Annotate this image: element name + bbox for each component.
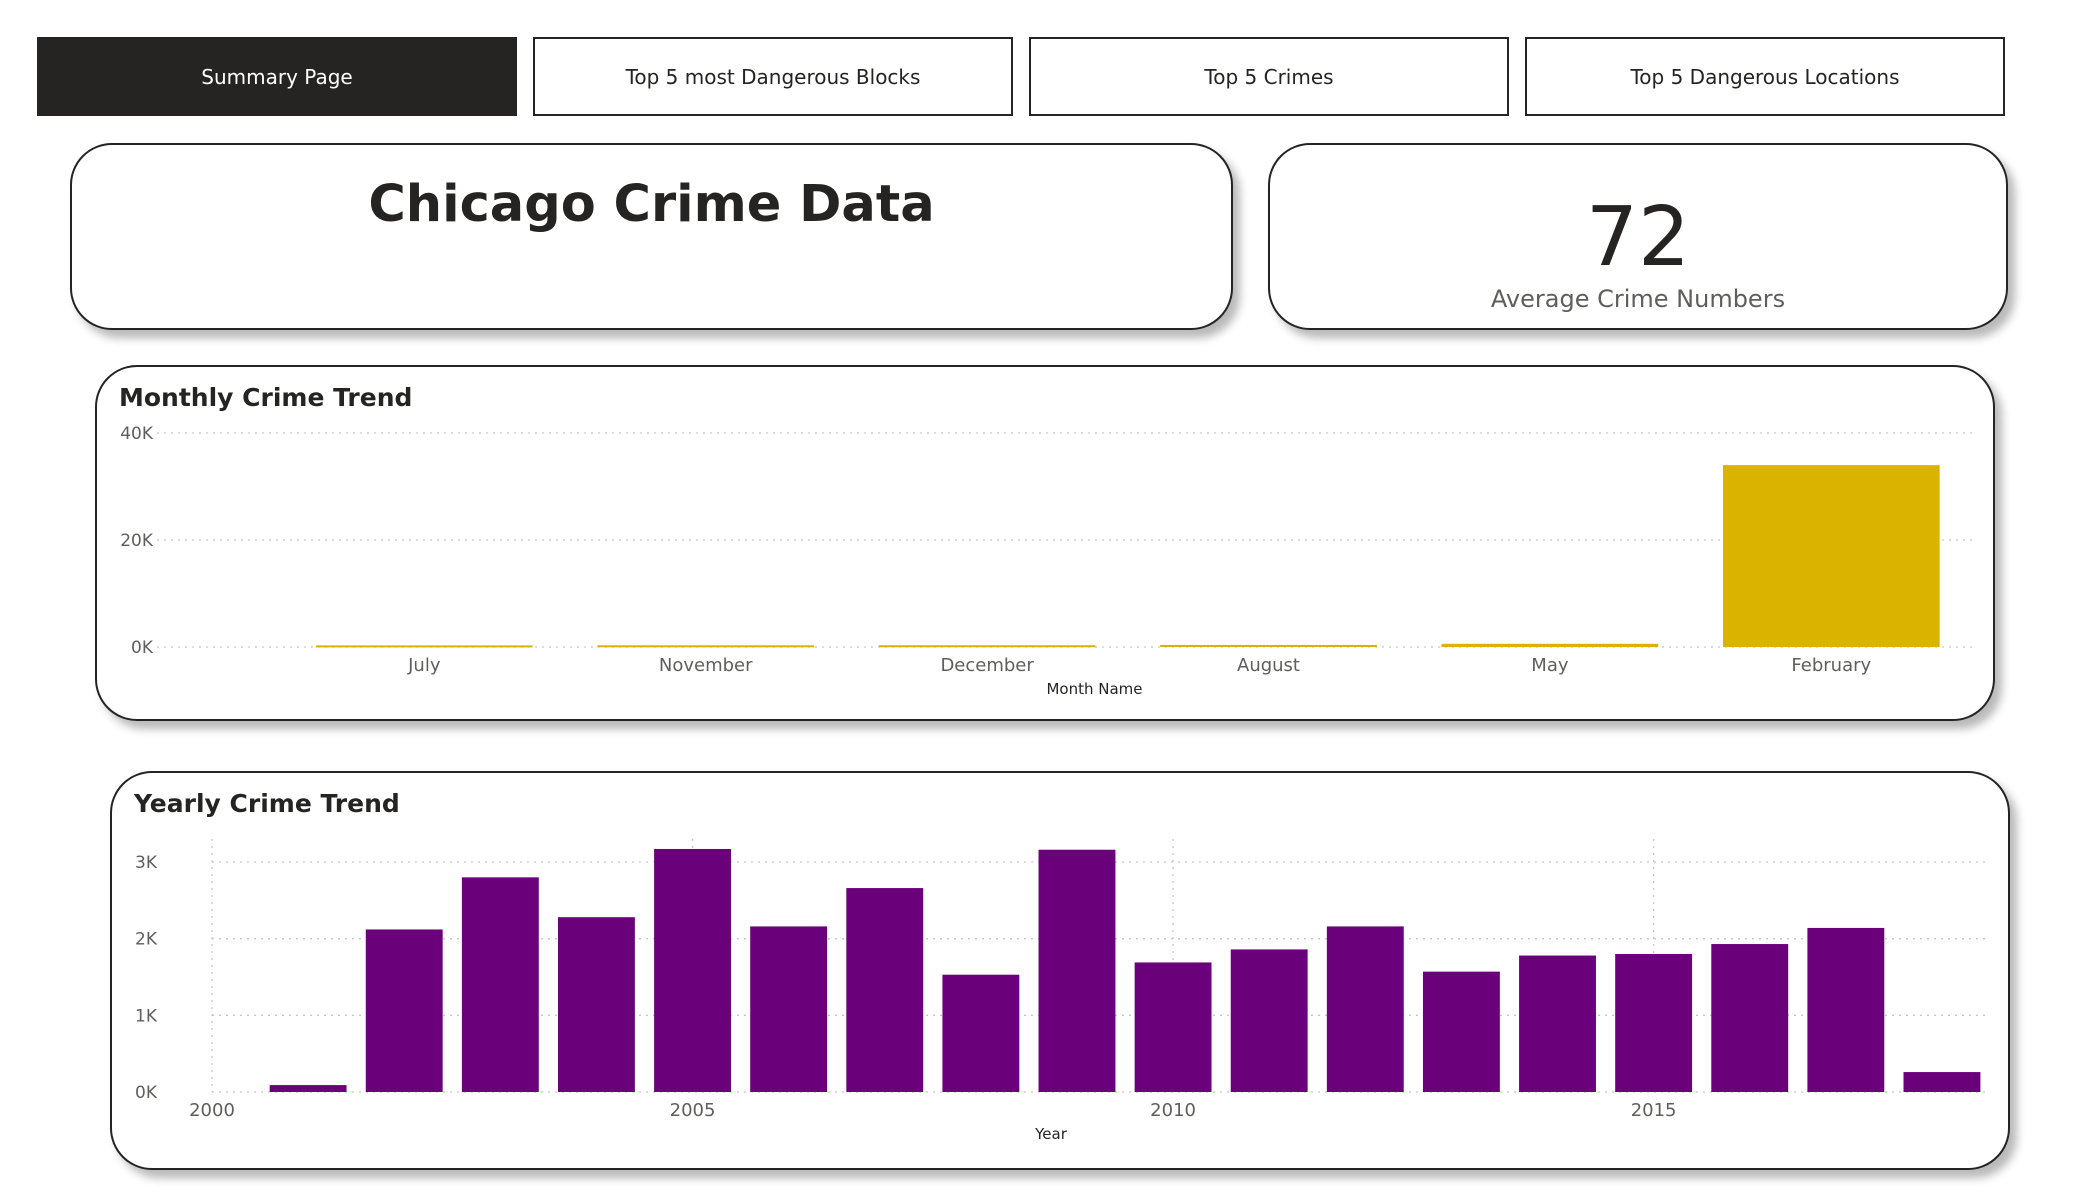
monthly-chart-title: Monthly Crime Trend xyxy=(119,383,413,412)
x-axis-title: Month Name xyxy=(1046,680,1142,698)
x-tick-label: August xyxy=(1237,655,1300,676)
x-tick-label: July xyxy=(407,655,441,676)
y-tick-label: 20K xyxy=(120,531,154,551)
y-tick-label: 2K xyxy=(135,930,158,950)
bar xyxy=(846,888,924,1092)
y-tick-label: 40K xyxy=(120,424,154,444)
bar xyxy=(461,877,539,1092)
y-tick-label: 1K xyxy=(135,1006,158,1026)
bar xyxy=(557,917,635,1092)
bar xyxy=(1326,926,1404,1092)
bar xyxy=(942,974,1020,1092)
yearly-crime-chart: 0K 1K 2K 3K 2000 2005 2010 2015 Year xyxy=(135,839,1990,1143)
bar xyxy=(269,1085,347,1092)
bar xyxy=(1519,955,1596,1092)
x-tick-label: December xyxy=(940,655,1034,676)
title-card: Chicago Crime Data xyxy=(70,143,1233,330)
bar xyxy=(1903,1072,1981,1092)
y-tick-label: 0K xyxy=(135,1083,158,1103)
yearly-chart-card: Yearly Crime Trend 0K 1K 2K 3K 2000 2005 2010 2… xyxy=(110,771,2010,1170)
x-tick-label: May xyxy=(1531,655,1569,676)
bar xyxy=(1711,944,1789,1092)
bar xyxy=(1422,971,1500,1092)
tab-top-5-crimes[interactable]: Top 5 Crimes xyxy=(1029,37,1509,116)
monthly-crime-chart: 0K 20K 40K July November December August May Feb… xyxy=(120,424,1972,698)
bar xyxy=(365,929,443,1092)
x-tick-label: February xyxy=(1791,655,1871,676)
kpi-card: 72 Average Crime Numbers xyxy=(1268,143,2008,330)
tab-top-5-dangerous-locations[interactable]: Top 5 Dangerous Locations xyxy=(1525,37,2005,116)
x-tick-label: 2005 xyxy=(670,1100,716,1121)
x-tick-label: 2015 xyxy=(1631,1100,1677,1121)
x-tick-label: November xyxy=(659,655,753,676)
monthly-chart-card: Monthly Crime Trend 0K 20K 40K July November… xyxy=(95,365,1995,721)
kpi-value: 72 xyxy=(1585,190,1691,285)
bar xyxy=(597,645,815,648)
bar xyxy=(1230,949,1308,1092)
bar xyxy=(1441,643,1659,647)
y-tick-label: 0K xyxy=(131,638,154,658)
bar xyxy=(878,645,1096,648)
bar xyxy=(1615,954,1693,1092)
tab-summary-page[interactable]: Summary Page xyxy=(37,37,517,116)
bar xyxy=(1038,849,1116,1092)
x-tick-label: 2000 xyxy=(189,1100,235,1121)
kpi-label: Average Crime Numbers xyxy=(1490,285,1786,313)
tab-top-5-dangerous-blocks[interactable]: Top 5 most Dangerous Blocks xyxy=(533,37,1013,116)
y-tick-label: 3K xyxy=(135,853,158,873)
yearly-chart-title: Yearly Crime Trend xyxy=(134,789,400,818)
x-tick-label: 2010 xyxy=(1150,1100,1196,1121)
bar xyxy=(1160,644,1377,647)
page-title: Chicago Crime Data xyxy=(368,175,935,234)
bar xyxy=(1807,927,1885,1092)
bar xyxy=(315,645,533,648)
x-axis-title: Year xyxy=(1034,1125,1068,1143)
bar xyxy=(1722,465,1940,647)
bar xyxy=(1134,962,1212,1092)
bar xyxy=(750,926,828,1092)
bar xyxy=(654,848,731,1092)
